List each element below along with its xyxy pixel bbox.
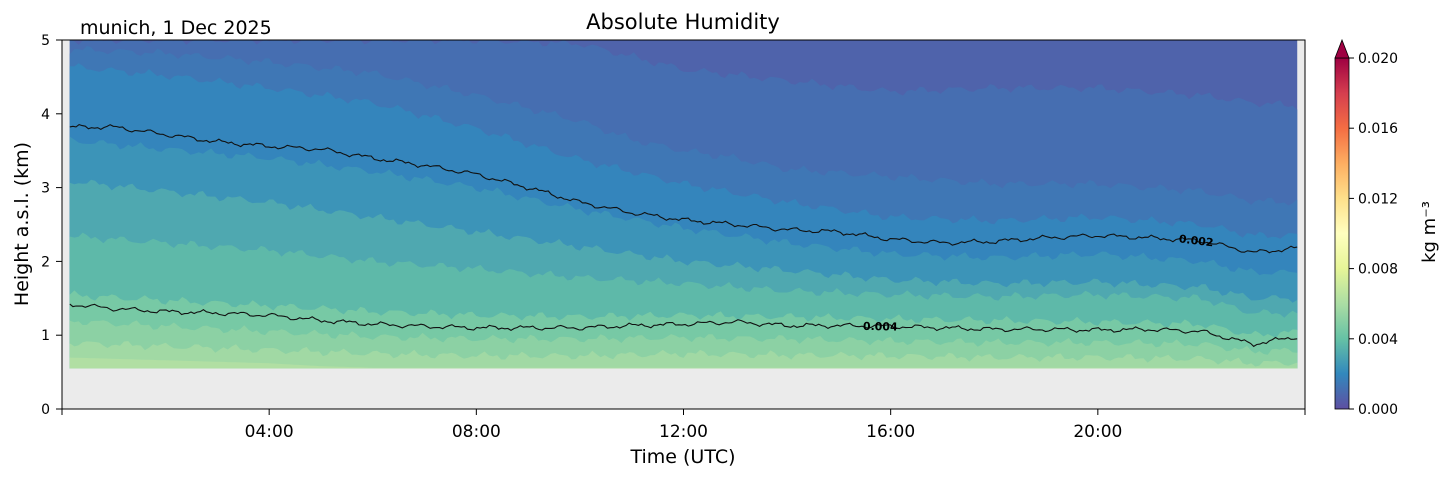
chart-title: Absolute Humidity — [586, 10, 780, 34]
plot-area: 0.002 0.004 — [61, 39, 1306, 410]
x-axis-label: Time (UTC) — [629, 446, 735, 468]
colorbar-gradient — [1334, 57, 1350, 410]
y-axis-label: Height a.s.l. (km) — [11, 142, 33, 306]
contour-lines: 0.002 0.004 — [69, 123, 1298, 348]
contour-line-0.002 — [69, 123, 1298, 254]
y-tick-label: 4 — [41, 107, 50, 123]
humidity-field — [69, 40, 1298, 369]
y-tick-label: 5 — [41, 33, 50, 49]
location-date-label: munich, 1 Dec 2025 — [80, 17, 272, 39]
x-tick-label: 20:00 — [1073, 422, 1122, 442]
x-tick-label: 04:00 — [245, 422, 294, 442]
contour-label: 0.002 — [1178, 232, 1214, 249]
colorbar-extend-arrow — [1334, 38, 1350, 59]
contour-line-0.004 — [69, 303, 1298, 348]
contour-label: 0.004 — [863, 320, 898, 334]
y-axis: 0 1 2 3 4 5 — [41, 33, 62, 418]
colorbar: 0.000 0.004 0.008 0.012 0.016 0.020 kg m⁻³ — [1334, 38, 1440, 418]
x-tick-label: 08:00 — [452, 422, 501, 442]
y-tick-label: 0 — [41, 402, 50, 418]
x-tick-label: 12:00 — [659, 422, 708, 442]
colorbar-ticks: 0.000 0.004 0.008 0.012 0.016 0.020 — [1349, 51, 1398, 418]
colorbar-tick-label: 0.020 — [1358, 51, 1398, 67]
x-axis: 04:00 08:00 12:00 16:00 20:00 — [61, 409, 1306, 442]
y-tick-label: 3 — [41, 181, 50, 197]
x-tick-label: 16:00 — [866, 422, 915, 442]
y-tick-label: 1 — [41, 328, 50, 344]
y-tick-label: 2 — [41, 254, 50, 270]
humidity-band — [69, 357, 1298, 369]
colorbar-tick-label: 0.012 — [1358, 191, 1398, 207]
colorbar-tick-label: 0.004 — [1358, 332, 1398, 348]
humidity-band — [69, 341, 1298, 369]
colorbar-tick-label: 0.016 — [1358, 121, 1398, 137]
colorbar-label: kg m⁻³ — [1419, 201, 1440, 263]
colorbar-tick-label: 0.000 — [1358, 402, 1398, 418]
colorbar-tick-label: 0.008 — [1358, 262, 1398, 278]
